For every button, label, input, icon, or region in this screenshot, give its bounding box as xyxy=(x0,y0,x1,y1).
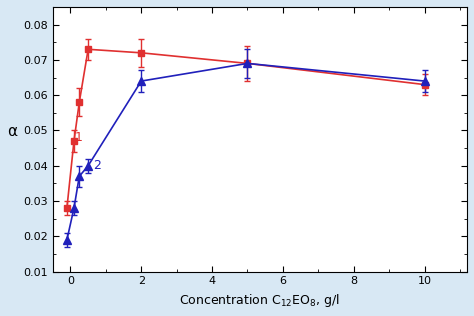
Text: 2: 2 xyxy=(93,159,101,172)
Y-axis label: α: α xyxy=(7,124,17,139)
X-axis label: Concentration C$_{12}$EO$_{8}$, g/l: Concentration C$_{12}$EO$_{8}$, g/l xyxy=(180,292,340,309)
Text: 1: 1 xyxy=(75,131,82,144)
